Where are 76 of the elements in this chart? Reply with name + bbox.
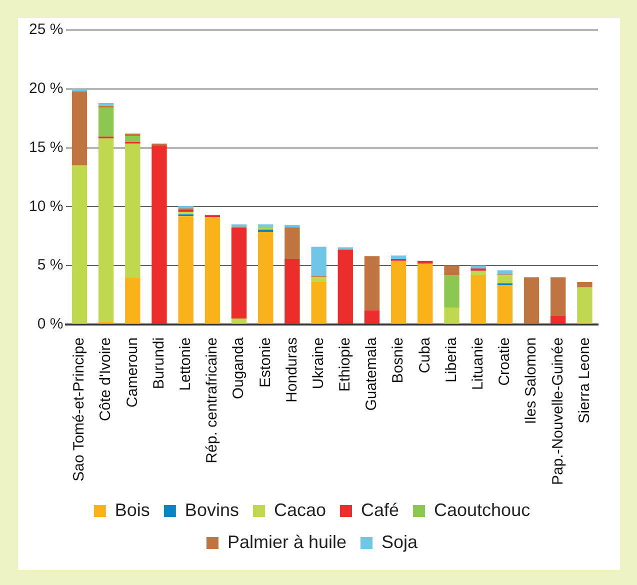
bar [284,224,300,228]
bar [338,250,353,324]
bar [497,284,513,324]
bar [364,310,380,324]
x-tick-label: Cuba [416,336,434,374]
bar [497,270,513,274]
x-tick-label: Cameroun [124,337,141,408]
x-tick-label: Honduras [283,337,300,402]
y-tick-label: 20 % [28,80,64,98]
legend-label: Caoutchouc [434,500,530,520]
bar [444,266,460,275]
x-tick-label: Estonie [256,337,274,388]
bar [470,266,486,268]
bar [72,91,88,166]
bar [284,227,300,260]
bar [470,274,486,324]
legend-label: Cacao [274,500,326,520]
y-tick-label: 0 % [37,316,64,333]
bar [444,308,460,324]
x-tick-label: Ethiopie [336,337,354,392]
y-tick-label: 10 % [28,198,64,215]
legend-label: Palmier à huile [227,532,347,552]
bar [524,277,540,324]
x-tick-label: Côte d'Ivoire [97,337,114,422]
bar [577,287,592,323]
bar [390,260,406,324]
x-tick-label: Bosnie [390,337,407,384]
x-tick-label: Sao Tomé-et-Principe [70,337,88,482]
bar [550,277,566,316]
x-tick-label: Sierra Leone [576,337,593,424]
bar [125,136,140,142]
bar [125,277,140,324]
bar [152,145,167,324]
bar [125,144,140,278]
bar [577,282,592,288]
x-tick-label: Liberia [442,336,460,382]
x-tick-label: Ouganda [230,336,248,400]
bar [98,108,114,137]
bar [311,277,326,282]
bar [98,103,114,106]
bar [72,165,88,324]
x-tick-label: Lituanie [469,337,486,390]
legend-label: Bovins [184,500,239,520]
x-tick-label: Guatemala [363,336,380,411]
bar [418,264,433,324]
bar [470,268,486,271]
bar [98,138,114,322]
bar [311,246,326,276]
x-tick-label: Rép. centrafricaine [204,337,221,464]
bar [497,274,513,284]
bar [258,232,274,324]
bar [231,318,247,324]
bar [390,256,406,260]
y-tick-label: 15 % [28,138,64,156]
bar [364,256,380,310]
legend-label: Bois [114,500,150,520]
bar [444,274,460,308]
bar [178,216,194,324]
bar [231,228,247,319]
bar [470,270,486,275]
x-tick-label: Burundi [150,337,168,390]
legend-label: Café [360,500,400,520]
y-tick-label: 5 % [37,256,64,274]
y-tick-label: 25 % [28,21,64,38]
x-tick-label: Croatie [496,337,514,386]
bar [418,260,433,264]
bar [178,212,194,214]
x-tick-label: Iles Salomon [522,337,540,424]
bar [204,217,220,324]
x-tick-label: Ukraine [310,337,327,390]
bar [284,259,300,324]
x-tick-label: Pap.-Nouvelle-Guinée [549,337,566,486]
x-tick-label: Lettonie [176,337,194,391]
legend-label: Soja [382,532,419,552]
bar [311,282,326,324]
bar [550,316,566,324]
